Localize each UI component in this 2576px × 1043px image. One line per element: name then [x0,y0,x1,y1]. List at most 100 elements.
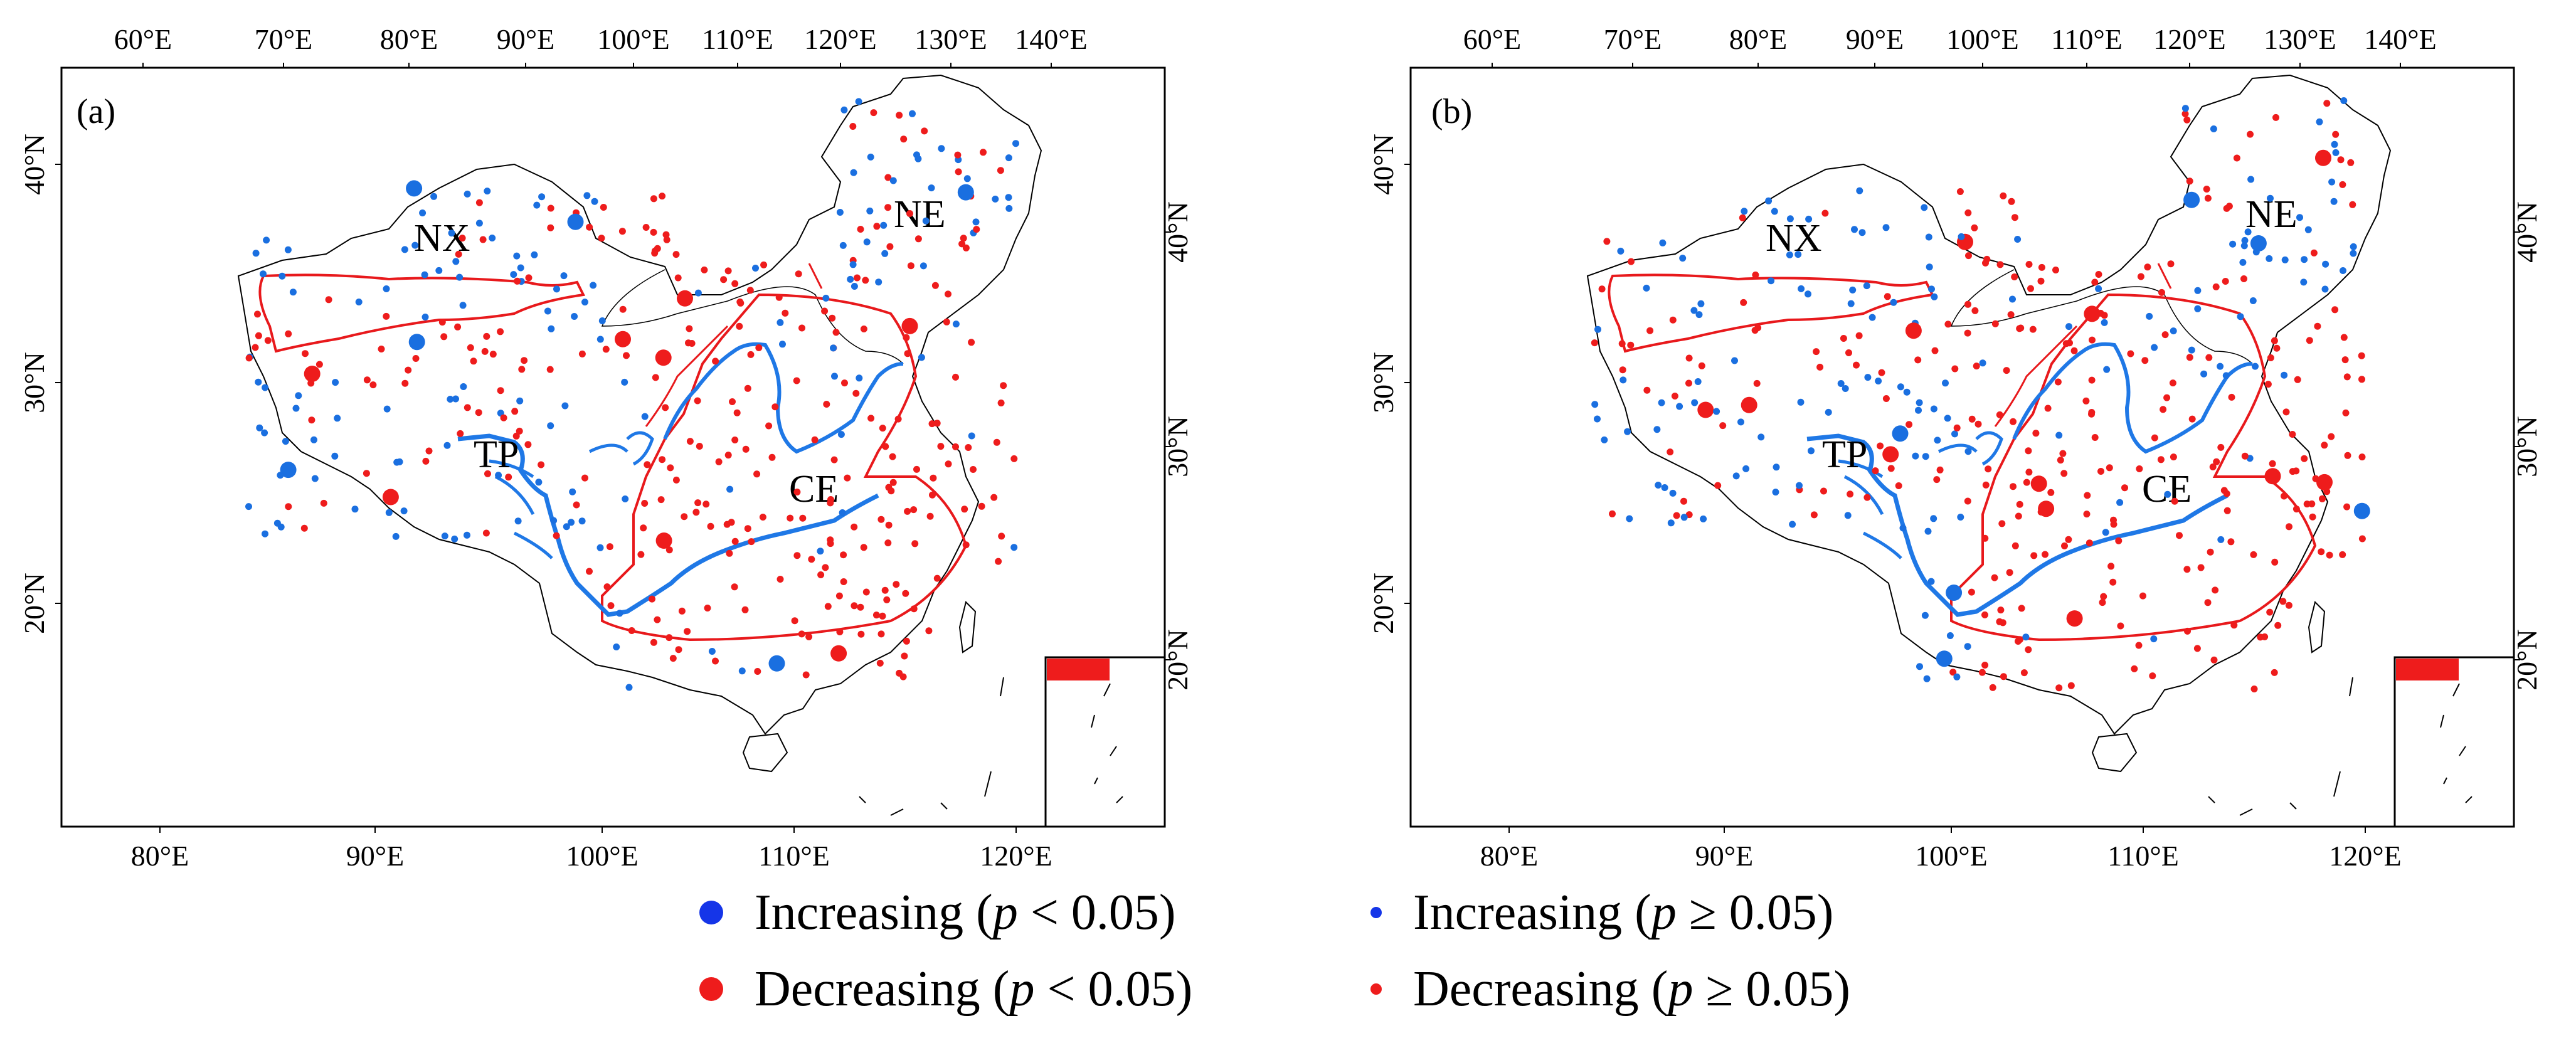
right-tick-label: 30°N [1162,416,1194,477]
station-decreasing [475,409,482,416]
station-decreasing [729,398,736,405]
station-decreasing [1996,261,2004,268]
station-decreasing [619,305,627,313]
station-decreasing [726,549,733,557]
panel-b-bottom-ticks: 80°E 90°E 100°E 110°E 120°E [1480,827,2402,872]
station-decreasing [1598,285,1606,293]
region-label-ne: NE [894,193,946,236]
station-increasing [273,519,281,527]
station-decreasing [1965,252,1972,260]
station-increasing [513,252,521,260]
station-decreasing [600,204,607,211]
station-increasing [850,169,857,176]
station-decreasing [952,373,959,381]
station-increasing [1924,527,1932,535]
station-increasing [1601,436,1608,443]
station-decreasing [573,501,580,509]
station-significant-increasing [567,213,584,230]
station-decreasing [547,204,554,212]
station-significant-increasing [2353,502,2370,519]
station-increasing [2296,214,2303,221]
station-decreasing [2000,673,2007,680]
station-decreasing [2015,638,2022,645]
station-increasing [2217,363,2224,370]
station-decreasing [1810,511,1818,519]
station-decreasing [782,309,789,317]
station-decreasing [787,514,794,522]
station-increasing [1659,239,1667,246]
station-decreasing [470,357,477,365]
station-decreasing [1816,363,1824,371]
legend-label: Decreasing (p ≥ 0.05) [1413,961,1850,1017]
panel-b-right-ticks: 40°N 30°N 20°N [2511,201,2543,691]
station-increasing [839,241,847,249]
station-decreasing [2349,201,2356,208]
station-decreasing [876,659,884,667]
station-increasing [1921,204,1928,211]
station-decreasing [2010,418,2017,425]
station-decreasing [2065,536,2072,543]
station-decreasing [2088,410,2095,418]
station-decreasing [2343,503,2351,511]
station-decreasing [945,460,952,468]
station-decreasing [1982,259,1989,267]
station-significant-increasing [1892,425,1909,442]
station-increasing [1768,277,1775,285]
station-decreasing [775,294,783,301]
station-increasing [622,495,629,502]
station-increasing [569,488,576,495]
station-decreasing [2339,181,2346,188]
station-increasing [1679,255,1687,262]
bottom-tick-label: 110°E [2107,840,2179,872]
station-decreasing [2115,537,2123,544]
station-decreasing [2301,455,2308,462]
station-decreasing [2306,337,2313,344]
station-significant-increasing [2183,191,2200,208]
station-decreasing [546,366,554,373]
station-decreasing [2181,110,2189,117]
station-increasing [738,667,746,675]
station-decreasing [2271,669,2278,676]
station-increasing [1010,544,1018,551]
station-decreasing [2294,376,2301,383]
station-increasing [2022,633,2030,641]
station-decreasing [2207,548,2214,556]
station-decreasing [1603,238,1611,245]
station-decreasing [454,323,462,331]
station-decreasing [686,438,694,445]
station-significant-decreasing [1741,396,1757,413]
station-decreasing [440,333,448,341]
station-decreasing [928,420,936,428]
station-increasing [1617,247,1625,255]
station-increasing [1697,300,1705,307]
station-decreasing [2341,356,2349,364]
station-decreasing [914,235,922,243]
station-increasing [2095,285,2102,292]
station-decreasing [363,376,371,384]
station-decreasing [817,571,825,578]
station-increasing [1655,482,1662,489]
station-decreasing [731,280,739,287]
station-decreasing [1882,395,1890,402]
station-decreasing [978,502,985,510]
station-decreasing [315,361,323,368]
station-decreasing [2274,622,2282,629]
bottom-tick-label: 120°E [2329,840,2402,872]
station-increasing [1798,285,1805,292]
station-decreasing [2011,214,2018,221]
station-decreasing [2271,558,2279,566]
station-increasing [2101,319,2108,326]
station-increasing [839,509,846,516]
station-decreasing [1714,482,1722,489]
station-decreasing [2016,325,2023,332]
station-decreasing [2018,605,2025,612]
station-increasing [2194,287,2202,294]
station-decreasing [2193,645,2201,652]
station-increasing [2316,118,2323,125]
station-decreasing [931,282,939,289]
station-decreasing [2230,622,2238,629]
station-increasing [1944,415,1951,422]
station-decreasing [896,112,903,119]
station-decreasing [652,374,659,381]
station-decreasing [2358,453,2366,461]
